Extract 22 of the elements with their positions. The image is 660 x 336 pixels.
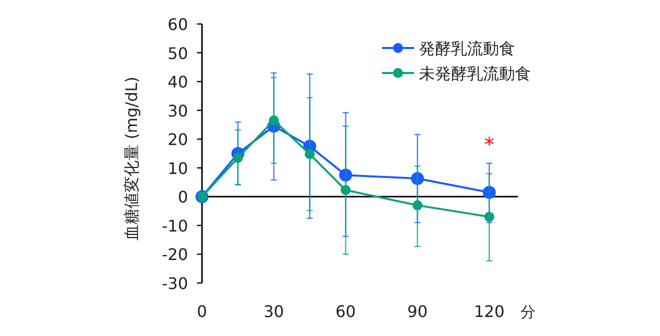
x-tick-label: 90 — [407, 302, 428, 321]
y-tick-label: -30 — [162, 274, 188, 293]
x-tick-label: 30 — [264, 302, 284, 321]
y-tick-label: 20 — [168, 130, 188, 150]
x-tick-label: 60 — [335, 302, 356, 321]
y-tick-label: 30 — [168, 101, 188, 120]
legend-未発酵乳流動食: 未発酵乳流動食 — [382, 64, 531, 83]
legend-label: 未発酵乳流動食 — [419, 64, 531, 83]
annotation: * — [484, 132, 494, 156]
legend-label: 発酵乳流動食 — [419, 39, 515, 58]
y-tick-label: 50 — [168, 44, 188, 63]
y-axis-title: 血糖値変化量 (mg/dL) — [122, 76, 141, 240]
legend-発酵乳流動食: 発酵乳流動食 — [382, 39, 515, 58]
y-tick-label: 0 — [178, 188, 188, 207]
y-tick-label: -20 — [162, 245, 188, 264]
x-tick-label: 0 — [196, 302, 208, 321]
x-tick-label: 120 — [474, 302, 505, 321]
y-tick-label: -10 — [162, 216, 188, 236]
x-axis-title: 分 — [520, 303, 536, 321]
y-tick-label: 60 — [168, 15, 188, 34]
y-tick-label: 40 — [168, 72, 188, 92]
y-tick-label: 10 — [168, 158, 188, 178]
